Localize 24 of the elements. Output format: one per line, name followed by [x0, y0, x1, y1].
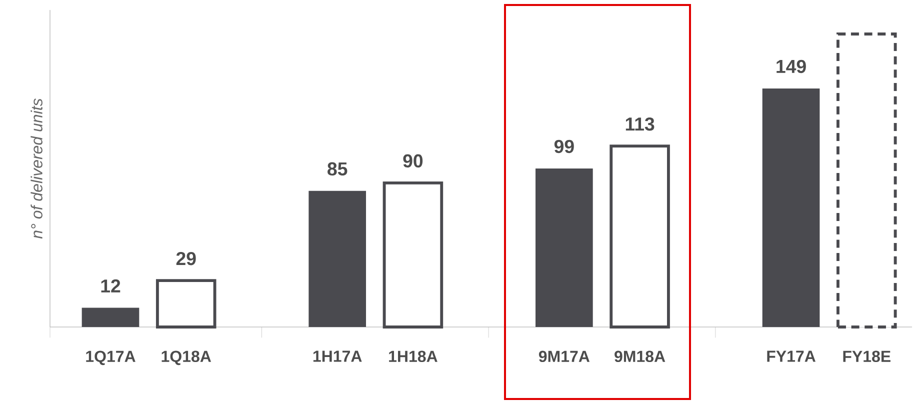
data-label: 99	[554, 140, 574, 154]
x-tick-label: 1Q18A	[162, 350, 212, 366]
bar	[308, 190, 366, 327]
x-tick-label: 1H17A	[313, 350, 362, 362]
bar	[610, 144, 670, 328]
y-axis-title: n° of delivered units	[30, 98, 42, 239]
data-label: 29	[176, 252, 196, 266]
bar	[762, 88, 820, 327]
data-label: 113	[626, 117, 654, 131]
bar	[382, 181, 444, 328]
x-tick-label: 9M17A	[538, 350, 590, 362]
data-label: 85	[328, 162, 348, 176]
bar	[156, 279, 216, 328]
x-tick-label: 9M18A	[614, 350, 666, 362]
x-tick-label: 1Q17A	[86, 350, 136, 366]
x-tick-label: FY18E	[843, 350, 890, 362]
bar	[82, 308, 140, 327]
bar	[536, 168, 593, 327]
x-tick-label: 1H18A	[389, 350, 438, 362]
bar	[836, 32, 897, 328]
data-label: 12	[101, 279, 120, 292]
x-tick-label: FY17A	[767, 350, 816, 362]
data-label: 90	[403, 154, 423, 168]
data-label: 149	[776, 60, 806, 74]
